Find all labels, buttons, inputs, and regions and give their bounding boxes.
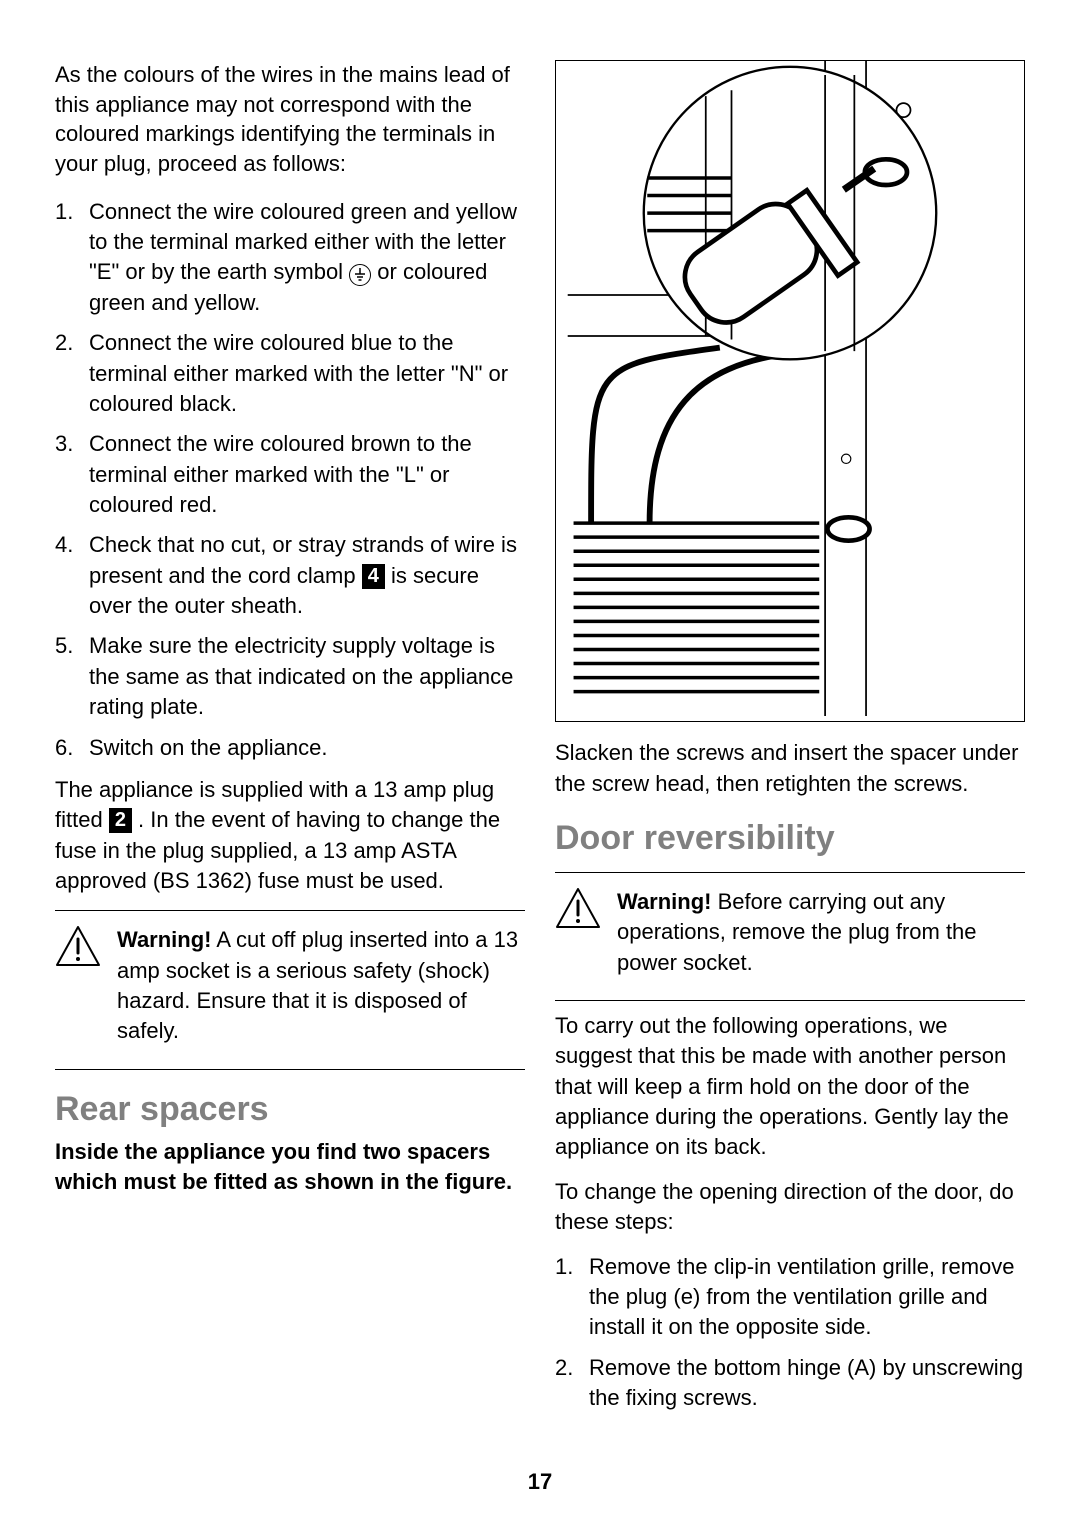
intro-paragraph: As the colours of the wires in the mains…: [55, 60, 525, 179]
list-item: 4.Check that no cut, or stray strands of…: [55, 530, 525, 621]
list-item: 1.Remove the clip-in ventilation grille,…: [555, 1252, 1025, 1343]
list-item: 2.Remove the bottom hinge (A) by unscrew…: [555, 1353, 1025, 1414]
divider: [555, 872, 1025, 873]
list-item: 1.Connect the wire coloured green and ye…: [55, 197, 525, 318]
warning-icon: [55, 925, 101, 972]
warning-block: Warning! A cut off plug inserted into a …: [55, 921, 525, 1054]
warning-text: Warning! Before carrying out any operati…: [617, 887, 1025, 978]
figure-caption: Slacken the screws and insert the spacer…: [555, 738, 1025, 799]
ref-box-2: 2: [109, 808, 132, 833]
warning-icon: [555, 887, 601, 934]
ref-box-4: 4: [362, 564, 385, 589]
list-item: 5.Make sure the electricity supply volta…: [55, 631, 525, 722]
warning-block: Warning! Before carrying out any operati…: [555, 883, 1025, 986]
rear-spacers-figure: [555, 60, 1025, 722]
right-column: Slacken the screws and insert the spacer…: [555, 60, 1025, 1425]
heading-rear-spacers: Rear spacers: [55, 1090, 525, 1129]
door-paragraph-2: To change the opening direction of the d…: [555, 1177, 1025, 1238]
rear-spacers-lead: Inside the appliance you find two spacer…: [55, 1137, 525, 1198]
columns: As the colours of the wires in the mains…: [55, 60, 1025, 1425]
left-column: As the colours of the wires in the mains…: [55, 60, 525, 1425]
door-paragraph-1: To carry out the following operations, w…: [555, 1011, 1025, 1163]
earth-icon: [349, 264, 371, 286]
page-number: 17: [0, 1469, 1080, 1495]
list-item: 6.Switch on the appliance.: [55, 733, 525, 763]
page: As the colours of the wires in the mains…: [0, 0, 1080, 1529]
divider: [55, 910, 525, 911]
fuse-paragraph: The appliance is supplied with a 13 amp …: [55, 775, 525, 896]
divider: [55, 1069, 525, 1070]
heading-door-reversibility: Door reversibility: [555, 819, 1025, 858]
warning-text: Warning! A cut off plug inserted into a …: [117, 925, 525, 1046]
wiring-steps-list: 1.Connect the wire coloured green and ye…: [55, 197, 525, 763]
door-steps-list: 1.Remove the clip-in ventilation grille,…: [555, 1252, 1025, 1414]
divider: [555, 1000, 1025, 1001]
list-item: 2.Connect the wire coloured blue to the …: [55, 328, 525, 419]
list-item: 3.Connect the wire coloured brown to the…: [55, 429, 525, 520]
